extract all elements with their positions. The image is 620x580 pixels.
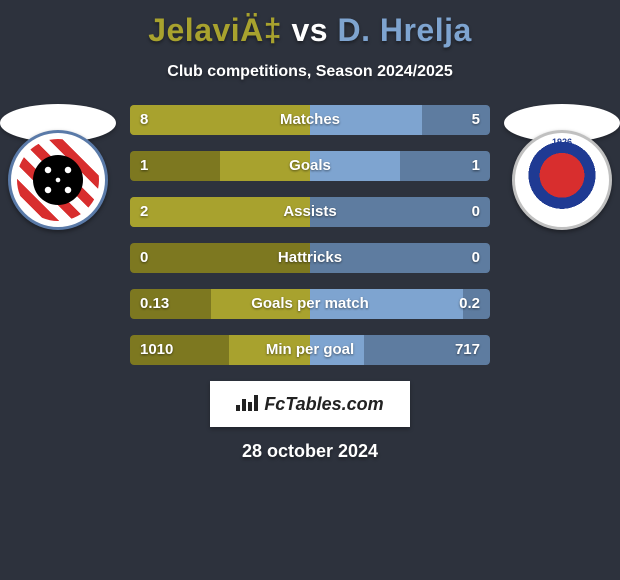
bar-row: 85Matches: [130, 105, 490, 135]
brand-text: FcTables.com: [264, 394, 383, 415]
brand-icon: [236, 393, 258, 416]
page-title: JelaviÄ‡ vs D. Hrelja: [0, 0, 620, 49]
bar-row: 0.130.2Goals per match: [130, 289, 490, 319]
bar-row: 1010717Min per goal: [130, 335, 490, 365]
player1-name: JelaviÄ‡: [148, 12, 282, 48]
brand-badge[interactable]: FcTables.com: [210, 381, 410, 427]
bar-label: Hattricks: [130, 243, 490, 273]
vs-text: vs: [291, 12, 337, 48]
player2-crest: [512, 130, 612, 230]
bar-label: Matches: [130, 105, 490, 135]
bar-label: Assists: [130, 197, 490, 227]
bar-label: Min per goal: [130, 335, 490, 365]
bar-label: Goals per match: [130, 289, 490, 319]
bar-row: 20Assists: [130, 197, 490, 227]
comparison-bars: 85Matches 11Goals 20Assists 00Hattricks 0.13…: [130, 105, 490, 365]
player2-avatar: [502, 104, 620, 224]
bar-label: Goals: [130, 151, 490, 181]
bar-row: 11Goals: [130, 151, 490, 181]
player1-avatar: [0, 104, 118, 224]
player2-name: D. Hrelja: [337, 12, 471, 48]
bar-row: 00Hattricks: [130, 243, 490, 273]
subtitle: Club competitions, Season 2024/2025: [0, 63, 620, 81]
date-text: 28 october 2024: [0, 441, 620, 462]
player1-crest: [8, 130, 108, 230]
